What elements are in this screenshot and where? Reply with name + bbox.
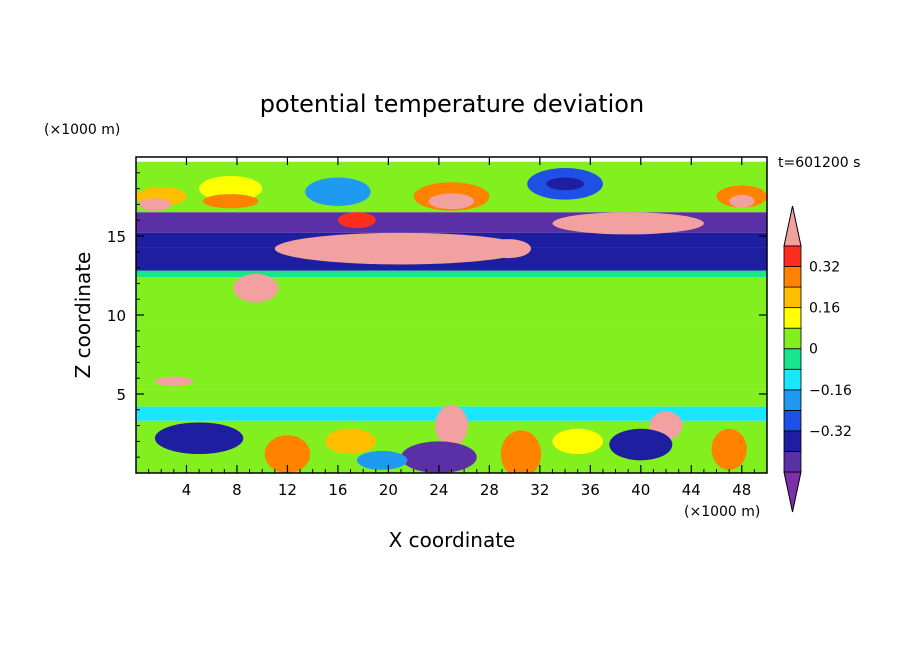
colorbar-bin	[783, 266, 802, 288]
colorbar-bottom-triangle	[783, 471, 802, 513]
field-band	[136, 277, 767, 323]
field-feature	[546, 177, 585, 191]
colorbar: 0.32 0.16 0 −0.16 −0.32	[783, 205, 852, 513]
y-axis-ticks: 5 10 15	[107, 172, 767, 458]
field-feature	[199, 175, 263, 202]
x-tick-label: 24	[429, 481, 448, 499]
colorbar-bin	[783, 286, 802, 309]
field-feature	[305, 177, 371, 206]
field-feature	[435, 405, 468, 447]
colorbar-bin	[783, 245, 802, 267]
field-feature	[202, 194, 259, 209]
x-tick-label: 28	[480, 481, 499, 499]
x-tick-label: 12	[278, 481, 297, 499]
x-tick-label: 44	[682, 481, 701, 499]
field-feature	[264, 435, 311, 473]
x-tick-label: 40	[631, 481, 650, 499]
colorbar-tick-label: 0.32	[809, 260, 840, 276]
colorbar-tick-label: −0.16	[809, 383, 852, 399]
field-feature	[401, 441, 477, 473]
field-band	[136, 389, 767, 407]
chart-title: potential temperature deviation	[260, 90, 644, 118]
colorbar-bin	[783, 451, 802, 473]
field-feature	[356, 450, 408, 470]
colorbar-tick-label: 0	[809, 342, 818, 358]
colorbar-tick-label: −0.32	[809, 424, 852, 440]
colorbar-top-triangle	[783, 205, 802, 247]
x-axis-ticks: 4 8 12 16 20 24 28 32 36 40 44 48	[148, 157, 755, 499]
field-feature	[500, 430, 542, 473]
field-feature	[485, 239, 532, 259]
colorbar-bin	[783, 348, 802, 370]
field-feature	[325, 428, 376, 455]
x-tick-label: 4	[182, 481, 192, 499]
colorbar-bin	[783, 389, 802, 411]
y-tick-label: 10	[107, 307, 126, 325]
field-band	[136, 270, 767, 278]
colorbar-bin	[783, 327, 802, 350]
colorbar-bin	[783, 430, 802, 452]
y-unit-label: (×1000 m)	[44, 122, 120, 138]
time-label: t=601200 s	[778, 155, 860, 171]
field-feature	[729, 194, 755, 208]
field-feature	[274, 232, 528, 265]
field-feature	[337, 212, 376, 229]
colorbar-bin	[783, 409, 802, 432]
field-feature	[552, 212, 704, 235]
x-tick-label: 16	[328, 481, 347, 499]
x-tick-label: 36	[581, 481, 600, 499]
field-feature	[233, 273, 279, 303]
colorbar-bin	[783, 307, 802, 329]
field-feature	[138, 198, 172, 211]
y-axis-title: Z coordinate	[71, 252, 95, 379]
field-feature	[154, 422, 244, 455]
field-feature	[552, 428, 603, 455]
x-tick-label: 48	[732, 481, 751, 499]
y-tick-label: 15	[107, 228, 126, 246]
colorbar-bin	[783, 368, 802, 391]
x-unit-label: (×1000 m)	[684, 504, 760, 520]
x-tick-label: 8	[232, 481, 242, 499]
contour-field	[136, 161, 767, 473]
x-axis-title: X coordinate	[389, 528, 516, 552]
y-tick-label: 5	[116, 386, 126, 404]
field-feature	[711, 428, 747, 470]
colorbar-tick-label: 0.16	[809, 301, 840, 317]
field-feature	[154, 376, 193, 387]
x-tick-label: 20	[379, 481, 398, 499]
field-band	[136, 322, 767, 390]
field-feature	[428, 193, 475, 210]
field-feature	[609, 428, 673, 461]
x-tick-label: 32	[530, 481, 549, 499]
